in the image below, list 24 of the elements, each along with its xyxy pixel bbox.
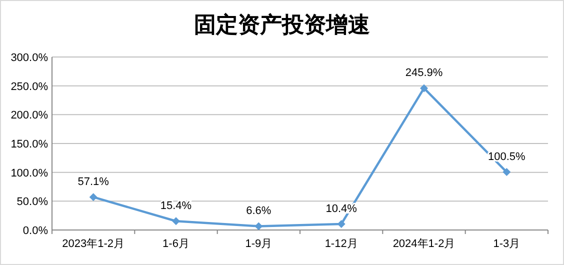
x-tick-label: 1-3月	[493, 238, 520, 250]
x-tick-label: 1-12月	[324, 238, 358, 250]
y-tick-label: 200.0%	[10, 110, 48, 122]
point	[337, 220, 346, 228]
y-tick-label: 250.0%	[10, 80, 48, 93]
point	[172, 217, 180, 226]
y-tick-label: 50.0%	[16, 196, 48, 208]
chart-title: 固定资产投资增速	[194, 12, 370, 37]
y-tick-label: 150.0%	[10, 138, 48, 150]
data-label: 245.9%	[405, 67, 443, 80]
data-label: 6.6%	[246, 205, 272, 218]
point	[420, 84, 428, 92]
x-tick-label: 2024年1-2月	[392, 238, 456, 250]
y-tick-label: 0.0%	[22, 225, 48, 237]
point	[502, 168, 511, 176]
point	[89, 193, 98, 202]
y-tick-label: 300.0%	[10, 52, 48, 64]
data-label: 15.4%	[160, 200, 192, 212]
data-label: 57.1%	[78, 176, 110, 188]
x-tick-label: 2023年1-2月	[62, 238, 125, 250]
x-tick-label: 1-9月	[245, 238, 272, 250]
point	[254, 222, 263, 230]
y-tick-label: 100.0%	[10, 167, 48, 180]
x-tick-label: 1-6月	[162, 238, 190, 250]
